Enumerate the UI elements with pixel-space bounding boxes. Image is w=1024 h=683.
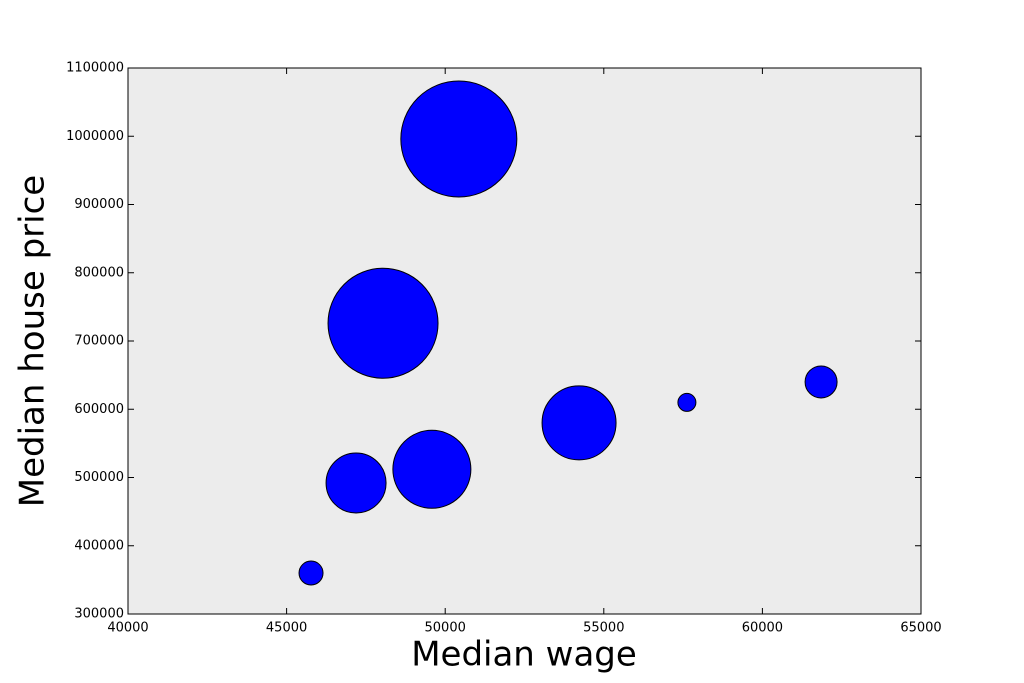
- y-tick-label: 700000: [74, 334, 124, 349]
- x-tick-label: 50000: [425, 621, 466, 636]
- bubble: [325, 452, 387, 514]
- y-tick-label: 1000000: [66, 129, 124, 144]
- bubble: [677, 392, 697, 412]
- x-tick-label: 45000: [266, 621, 307, 636]
- y-tick-label: 1100000: [66, 61, 124, 76]
- y-tick-label: 800000: [74, 265, 124, 280]
- y-tick-label: 300000: [74, 607, 124, 622]
- y-tick-label: 900000: [74, 197, 124, 212]
- x-axis-label: Median wage: [411, 635, 637, 675]
- y-tick-label: 500000: [74, 470, 124, 485]
- bubble: [327, 267, 439, 379]
- bubble: [392, 429, 472, 509]
- bubble: [298, 560, 324, 586]
- y-tick-label: 600000: [74, 402, 124, 417]
- bubble: [541, 385, 617, 461]
- y-tick-label: 400000: [74, 538, 124, 553]
- x-tick-label: 60000: [742, 621, 783, 636]
- plot-frame: [127, 67, 922, 615]
- x-tick-label: 40000: [107, 621, 148, 636]
- plot-area: [128, 68, 921, 614]
- bubble: [804, 365, 838, 399]
- x-tick-label: 55000: [583, 621, 624, 636]
- x-tick-label: 65000: [900, 621, 941, 636]
- y-axis-label: Median house price: [13, 175, 53, 507]
- bubble: [400, 80, 518, 198]
